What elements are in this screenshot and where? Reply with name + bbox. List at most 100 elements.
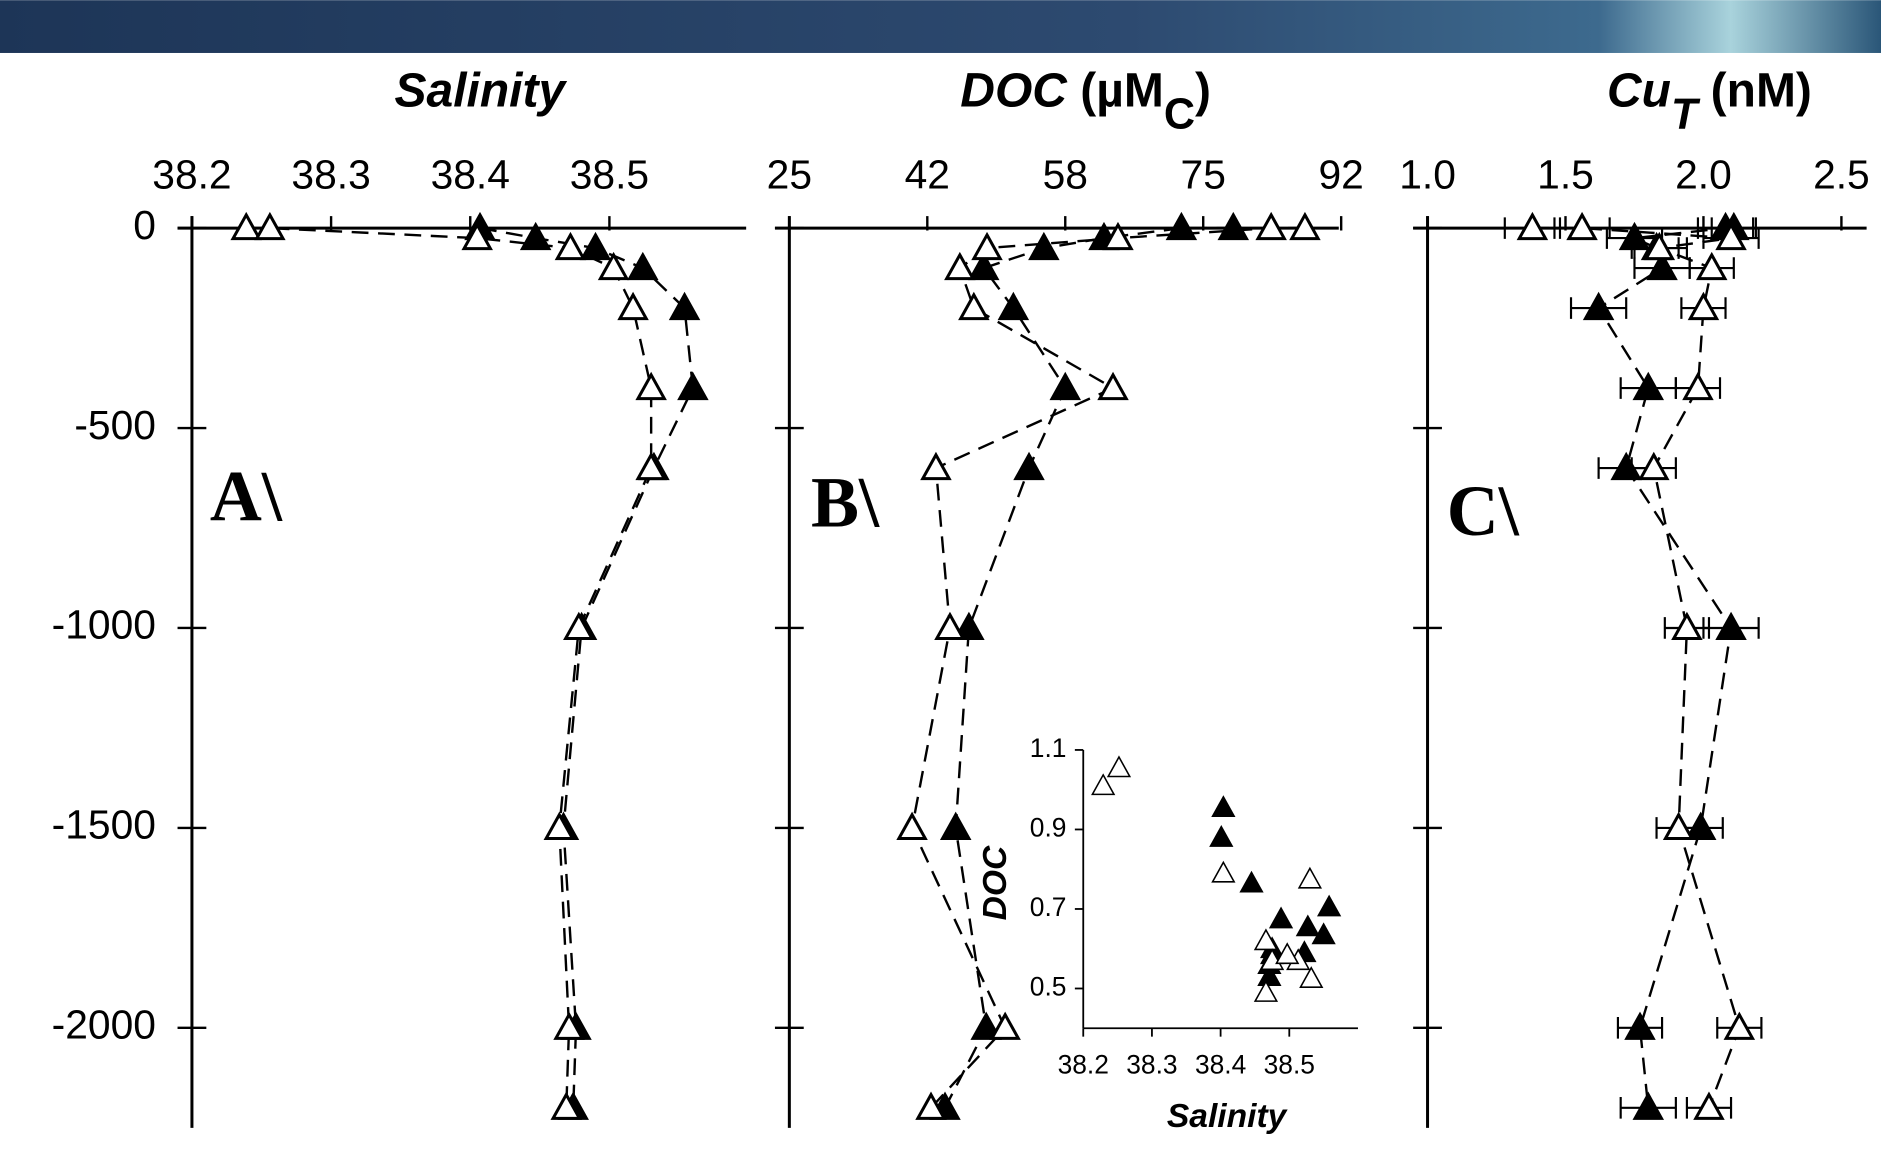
marker (1582, 291, 1615, 321)
x-tick-label: 38.2 (1058, 1050, 1109, 1080)
marker (1253, 980, 1279, 1002)
profile-line (246, 226, 653, 1108)
chart-title: Salinity (395, 64, 568, 117)
marker (1275, 942, 1300, 965)
x-tick-label: 2.5 (1813, 151, 1870, 197)
marker (1211, 860, 1236, 883)
marker (563, 611, 595, 641)
x-tick-label: 92 (1318, 151, 1363, 197)
marker (519, 221, 552, 251)
x-tick-label: 38.5 (1264, 1050, 1315, 1080)
x-tick-label: 38.4 (1195, 1050, 1246, 1080)
title-part: T (1671, 91, 1701, 139)
marker (1091, 773, 1116, 796)
marker (967, 251, 1000, 281)
marker (1102, 221, 1134, 251)
marker (1097, 371, 1129, 401)
marker (1209, 825, 1234, 847)
panel-label: C\ (1447, 471, 1520, 551)
title-part: (nM) (1697, 64, 1812, 117)
profile-line (1532, 226, 1741, 1109)
marker (915, 1091, 947, 1120)
marker (254, 211, 286, 241)
marker (1632, 371, 1665, 401)
marker (635, 371, 667, 401)
marker (617, 291, 649, 321)
marker (1013, 451, 1045, 481)
x-tick-label: 38.2 (152, 151, 231, 197)
profile-line (910, 226, 1305, 1109)
profile-line (1596, 226, 1734, 1108)
marker (1289, 211, 1321, 241)
panel-label: B\ (811, 463, 880, 543)
marker (597, 251, 630, 281)
x-tick-label: 25 (767, 151, 812, 197)
chart-title: CuT (nM) (1607, 64, 1812, 139)
x-tick-label: 2.0 (1675, 151, 1732, 197)
marker (953, 611, 985, 641)
x-tick-label: 1.5 (1537, 151, 1594, 197)
marker (1516, 211, 1549, 241)
chart-title: DOC (µMC) (960, 64, 1211, 139)
y-tick-label: 0.7 (1030, 892, 1067, 922)
marker (1715, 611, 1747, 641)
marker (1297, 866, 1323, 889)
profile-line (943, 226, 1234, 1109)
panel-label: A\ (210, 457, 283, 537)
marker (1257, 964, 1282, 986)
marker (1723, 1011, 1756, 1040)
marker (1211, 795, 1236, 818)
marker (970, 1011, 1002, 1040)
marker (635, 451, 667, 481)
marker (958, 291, 990, 321)
marker (989, 1011, 1021, 1040)
y-tick-label: -2000 (52, 1002, 156, 1048)
x-tick-label: 38.3 (1126, 1050, 1177, 1080)
marker (939, 811, 972, 840)
title-part: DOC (960, 64, 1068, 117)
x-tick-label: 42 (905, 151, 950, 197)
marker (1682, 371, 1714, 401)
marker (1715, 221, 1747, 251)
x-tick-label: 38.3 (291, 151, 370, 197)
marker (543, 811, 576, 840)
marker (997, 291, 1030, 321)
x-tick-label: 38.4 (431, 151, 510, 197)
marker (1311, 922, 1336, 945)
marker (1632, 1091, 1665, 1120)
marker (1643, 231, 1676, 261)
x-tick-label: 38.5 (570, 151, 649, 197)
marker (1239, 870, 1264, 893)
marker (896, 811, 928, 840)
marker (627, 251, 659, 281)
marker (1638, 451, 1670, 481)
marker (934, 611, 966, 641)
marker (1260, 948, 1285, 971)
y-tick-label: 0.9 (1030, 812, 1067, 842)
marker (1671, 611, 1703, 641)
marker (1295, 914, 1320, 937)
x-axis-label: Salinity (1167, 1098, 1289, 1135)
marker (1662, 811, 1695, 840)
y-tick-label: 0 (133, 202, 156, 248)
marker (1610, 451, 1642, 481)
marker (1695, 251, 1728, 281)
y-tick-label: 1.1 (1030, 733, 1067, 763)
marker (230, 211, 262, 241)
marker (1687, 291, 1720, 321)
y-tick-label: -1500 (52, 802, 156, 848)
marker (1299, 966, 1324, 988)
marker (1253, 928, 1279, 951)
y-tick-label: 0.5 (1030, 971, 1067, 1001)
marker (1646, 251, 1678, 281)
x-tick-label: 58 (1043, 151, 1088, 197)
marker (553, 1011, 585, 1040)
marker (1106, 755, 1132, 778)
marker (1049, 371, 1082, 401)
title-part: ) (1195, 64, 1211, 117)
title-part: Cu (1607, 64, 1671, 117)
y-tick-label: -1000 (52, 602, 156, 648)
banner (0, 0, 1881, 53)
